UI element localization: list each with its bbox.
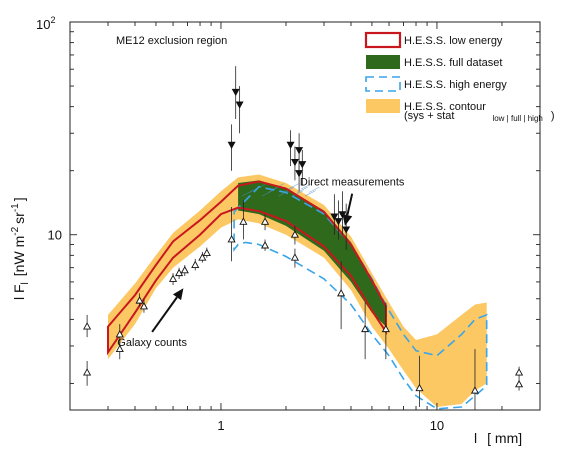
direct-measurement-point <box>295 147 304 155</box>
full-band-hatch <box>308 186 320 193</box>
galaxy-count-point <box>260 217 270 225</box>
galaxy-count-point <box>239 217 248 225</box>
direct-measurement-point <box>298 161 307 169</box>
galaxy-count-point <box>191 260 200 269</box>
legend-label: H.E.S.S. low energy <box>404 35 503 47</box>
galaxy-count-point <box>381 324 390 333</box>
galaxy-count-point <box>470 386 480 394</box>
legend-swatch <box>366 55 400 69</box>
galaxy-count-point <box>337 288 346 297</box>
marker-layer <box>83 66 524 410</box>
band-layer <box>107 174 488 410</box>
galaxy-count-point <box>515 379 524 388</box>
plot-frame <box>69 21 541 411</box>
annotation-arrow-shaft <box>151 296 178 333</box>
direct-measurement-point <box>235 101 244 109</box>
full-band-hatch <box>288 183 300 190</box>
galaxy-count-point <box>139 302 149 310</box>
direct-measurement-point <box>231 88 240 97</box>
galaxy-count-point <box>415 383 424 392</box>
tick-layer: 1 10 10 <box>48 21 541 433</box>
full-band-hatch <box>300 183 312 190</box>
galaxy-count-point <box>260 241 270 249</box>
legend-swatch <box>364 31 402 49</box>
full-band-hatch <box>261 190 273 197</box>
annotation-layer: Direct measurements Galaxy counts <box>117 177 405 349</box>
galaxy-count-point <box>115 344 124 353</box>
galaxy-count-point <box>83 368 92 376</box>
legend-swatch <box>365 76 401 92</box>
legend-contour-note: (sys + stat low | full | high) <box>404 110 555 123</box>
galaxy-count-point <box>175 268 184 277</box>
full-band-hatch <box>296 186 308 193</box>
direct-measurement-point <box>227 141 236 150</box>
annotation-arrow-head <box>172 288 184 301</box>
full-band-hatch <box>278 190 290 197</box>
annotation-text: Galaxy counts <box>117 337 187 349</box>
annotation-arrow-shaft <box>346 193 354 216</box>
direct-measurement-point <box>330 213 339 221</box>
legend-label: H.E.S.S. full dataset <box>404 57 502 69</box>
annotation-arrow-head <box>342 214 353 226</box>
y-tick-label: 10 <box>48 228 62 243</box>
legend: H.E.S.S. low energy H.E.S.S. full dataset… <box>364 31 507 113</box>
direct-measurement-point <box>290 158 299 167</box>
galaxy-count-point <box>180 265 189 274</box>
direct-measurement-point <box>295 170 304 178</box>
galaxy-count-point <box>135 296 144 304</box>
galaxy-count-point <box>361 324 370 333</box>
direct-measurement-point <box>286 141 295 150</box>
galaxy-count-point <box>198 253 207 261</box>
x-axis-label: l[ mm] <box>474 430 522 446</box>
full-band-hatch <box>304 190 316 197</box>
galaxy-count-point <box>115 329 124 338</box>
direct-measurement-point <box>334 218 343 226</box>
direct-measurement-point <box>342 226 351 234</box>
full-band-hatch <box>292 190 304 197</box>
galaxy-count-point <box>290 230 299 238</box>
galaxy-count-point <box>515 368 524 376</box>
y-axis-label: l Fl[nW m-2sr-1] <box>10 197 31 300</box>
galaxy-count-point <box>168 274 178 282</box>
x-tick-label: 10 <box>430 418 444 433</box>
galaxy-count-point <box>83 322 92 330</box>
annotation-text: Direct measurements <box>300 177 405 189</box>
x-tick-label: 1 <box>217 418 224 433</box>
galaxy-count-point <box>227 235 236 243</box>
legend-label: H.E.S.S. contour <box>404 101 486 113</box>
legend-label: H.E.S.S. high energy <box>404 79 507 91</box>
legend-swatch <box>366 99 400 113</box>
exclusion-region-label: ME12 exclusion region <box>116 35 227 47</box>
galaxy-count-point <box>290 253 299 261</box>
galaxy-count-point <box>202 248 211 257</box>
y-top-tick-label: 102 <box>36 15 55 32</box>
